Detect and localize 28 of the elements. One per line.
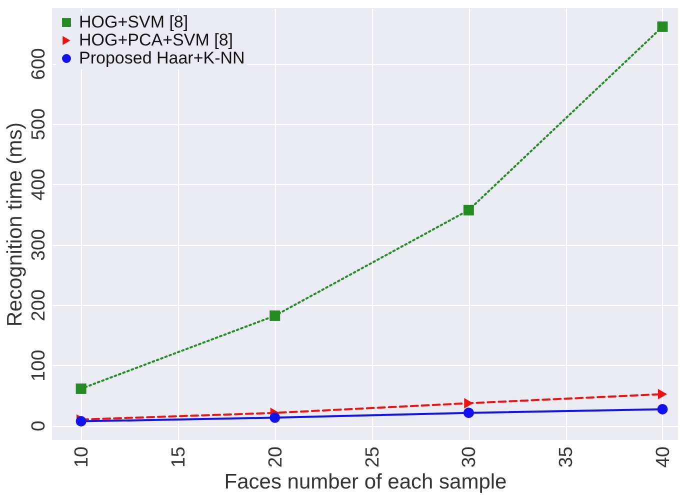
point xyxy=(463,408,474,418)
x-tick-label: 20 xyxy=(265,446,286,468)
point xyxy=(464,398,474,408)
point xyxy=(463,204,474,216)
y-tick-label: 600 xyxy=(28,48,50,80)
x-axis-title: Faces number of each sample xyxy=(224,470,507,494)
y-tick-label: 500 xyxy=(28,108,50,140)
x-tick-label: 25 xyxy=(362,446,384,468)
legend-label: HOG+PCA+SVM [8] xyxy=(79,30,233,50)
x-tick-label: 35 xyxy=(556,446,578,468)
x-tick-label: 15 xyxy=(168,446,190,468)
x-tick-label: 30 xyxy=(459,446,480,468)
point xyxy=(270,412,280,423)
y-tick-label: 200 xyxy=(28,290,50,322)
point xyxy=(270,310,280,321)
legend-label: HOG+SVM [8] xyxy=(79,12,188,32)
point xyxy=(657,21,668,32)
legend-label: Proposed Haar+K-NN xyxy=(79,48,245,68)
y-tick-label: 300 xyxy=(28,229,50,261)
point xyxy=(76,383,86,394)
y-tick-label: 100 xyxy=(28,350,50,382)
x-tick-label: 40 xyxy=(652,446,674,468)
point xyxy=(657,404,668,414)
point xyxy=(658,388,668,400)
y-axis-title: Recognition time (ms) xyxy=(4,122,26,327)
y-tick-label: 0 xyxy=(28,420,50,432)
y-tick-label: 400 xyxy=(28,168,50,201)
x-tick-label: 10 xyxy=(72,446,93,468)
